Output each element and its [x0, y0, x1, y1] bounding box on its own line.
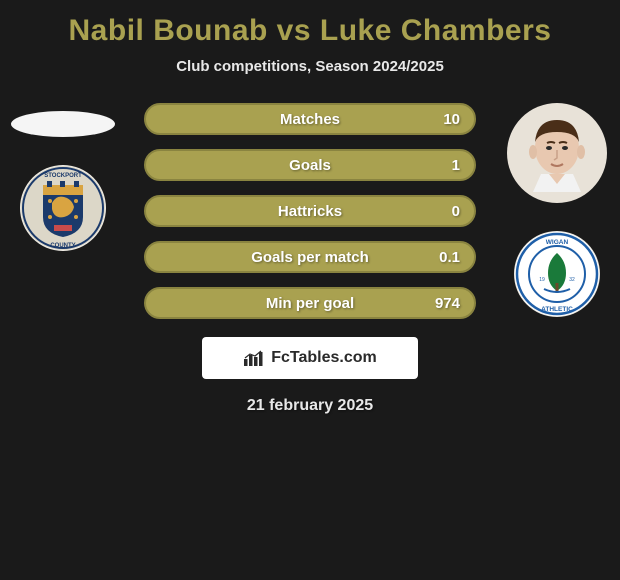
page-title: Nabil Bounab vs Luke Chambers	[69, 14, 552, 48]
bar-chart-icon	[243, 349, 265, 367]
stat-bar-goals-per-match: Goals per match 0.1	[144, 241, 476, 273]
brand-text: FcTables.com	[271, 349, 377, 367]
stat-bar-hattricks: Hattricks 0	[144, 195, 476, 227]
stat-label: Goals	[289, 157, 331, 174]
stat-value: 0.1	[439, 249, 460, 266]
svg-text:19: 19	[539, 277, 545, 283]
player-avatar-left	[11, 111, 115, 137]
stat-label: Matches	[280, 111, 340, 128]
svg-text:32: 32	[569, 277, 575, 283]
player-avatar-right	[507, 103, 607, 203]
right-column: WIGAN ATHLETIC 19 32	[502, 103, 612, 317]
player-face-icon	[523, 114, 591, 192]
svg-text:COUNTY: COUNTY	[50, 243, 75, 249]
wigan-badge-icon: WIGAN ATHLETIC 19 32	[514, 231, 600, 317]
svg-text:ATHLETIC: ATHLETIC	[541, 306, 573, 313]
club-logo-right: WIGAN ATHLETIC 19 32	[514, 231, 600, 317]
left-column: STOCKPORT COUNTY	[8, 103, 118, 251]
stat-label: Min per goal	[266, 295, 354, 312]
stat-bars: Matches 10 Goals 1 Hattricks 0 Goals per…	[130, 103, 490, 319]
stat-label: Goals per match	[251, 249, 369, 266]
stat-value: 10	[443, 111, 460, 128]
stat-value: 0	[452, 203, 460, 220]
stat-bar-matches: Matches 10	[144, 103, 476, 135]
root: Nabil Bounab vs Luke Chambers Club compe…	[0, 0, 620, 415]
club-logo-left: STOCKPORT COUNTY	[20, 165, 106, 251]
stat-bar-goals: Goals 1	[144, 149, 476, 181]
stat-label: Hattricks	[278, 203, 342, 220]
stat-bar-min-per-goal: Min per goal 974	[144, 287, 476, 319]
brand-box[interactable]: FcTables.com	[202, 337, 418, 379]
svg-text:STOCKPORT: STOCKPORT	[44, 173, 82, 179]
svg-text:WIGAN: WIGAN	[546, 239, 569, 246]
stat-value: 1	[452, 157, 460, 174]
comparison-row: STOCKPORT COUNTY Matches 10 Goals 1 Hatt…	[0, 103, 620, 319]
stockport-badge-icon: STOCKPORT COUNTY	[20, 165, 106, 251]
stat-value: 974	[435, 295, 460, 312]
date-text: 21 february 2025	[247, 397, 373, 415]
subtitle: Club competitions, Season 2024/2025	[176, 58, 444, 75]
